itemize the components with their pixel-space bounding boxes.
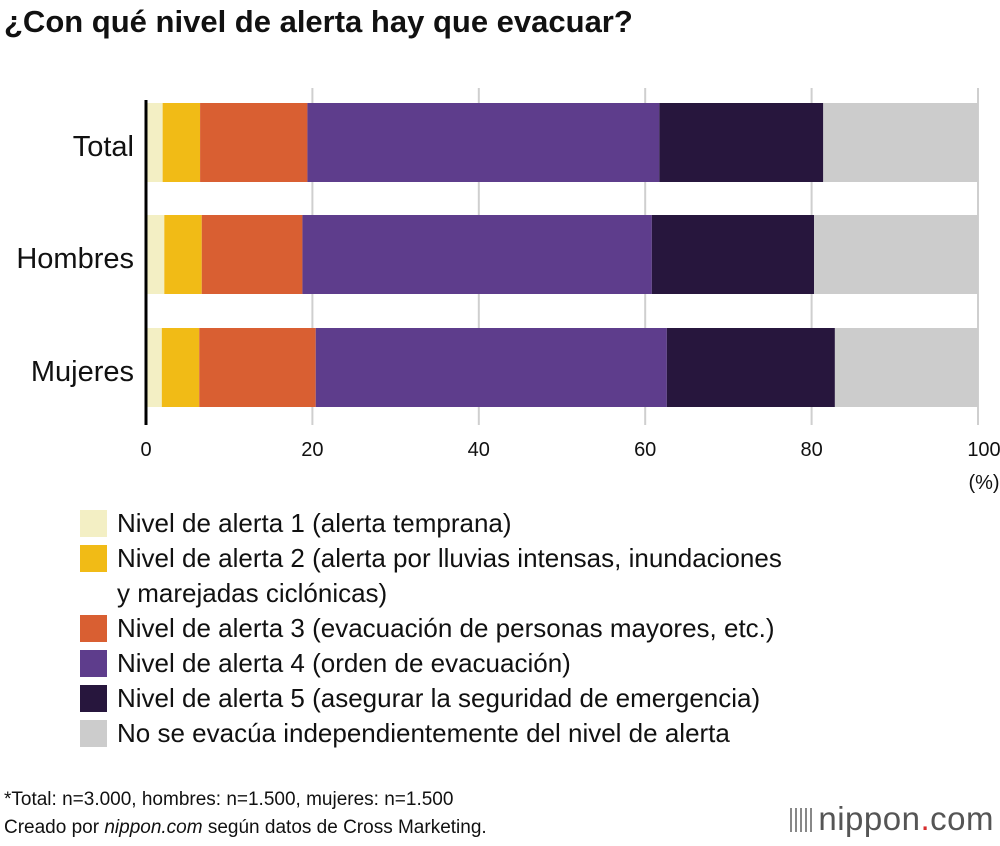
bar-segment — [199, 328, 316, 407]
source-note: Creado por nippon.com según datos de Cro… — [4, 814, 487, 842]
bar-segment — [834, 328, 978, 407]
legend-item: No se evacúa independientemente del nive… — [80, 716, 782, 751]
x-tick-label: 40 — [468, 439, 490, 461]
bar-segment — [302, 215, 652, 294]
chart-title: ¿Con qué nivel de alerta hay que evacuar… — [4, 4, 633, 39]
legend-label: Nivel de alerta 1 (alerta temprana) — [117, 508, 512, 538]
logo-mark-icon — [790, 808, 813, 832]
legend-item: Nivel de alerta 1 (alerta temprana) — [80, 506, 782, 541]
x-unit-label: (%) — [968, 472, 999, 494]
legend-swatch — [80, 510, 107, 537]
bar-segment — [651, 215, 815, 294]
sample-size-note: *Total: n=3.000, hombres: n=1.500, mujer… — [4, 789, 454, 810]
x-tick-label: 60 — [634, 439, 656, 461]
category-label: Hombres — [16, 243, 134, 275]
footnote: *Total: n=3.000, hombres: n=1.500, mujer… — [4, 786, 487, 842]
legend-item: Nivel de alerta 5 (asegurar la seguridad… — [80, 681, 782, 716]
bar-segment — [200, 103, 308, 182]
bar-segment — [162, 103, 201, 182]
bar-segment — [146, 103, 163, 182]
stacked-bar-chart: 0 20 40 60 80 100 (%) Total Hombres Mujeres — [16, 88, 1000, 494]
legend-item: Nivel de alerta 4 (orden de evacuación) — [80, 646, 782, 681]
bar-segment — [315, 328, 667, 407]
legend: Nivel de alerta 1 (alerta temprana) Nivel… — [80, 506, 782, 751]
bar-segment — [814, 215, 978, 294]
category-label: Mujeres — [31, 356, 134, 388]
legend-label: Nivel de alerta 5 (asegurar la seguridad… — [117, 683, 761, 713]
logo-text-com: com — [930, 800, 994, 837]
legend-swatch — [80, 685, 107, 712]
bar-segment — [823, 103, 978, 182]
legend-swatch — [80, 650, 107, 677]
x-tick-label: 20 — [301, 439, 323, 461]
bar-segment — [164, 215, 202, 294]
legend-label: No se evacúa independientemente del nive… — [117, 718, 730, 748]
source-suffix: según datos de Cross Marketing. — [202, 817, 487, 838]
x-tick-label: 0 — [140, 439, 151, 461]
legend-swatch — [80, 545, 107, 572]
legend-swatch — [80, 720, 107, 747]
logo-text: nippon — [818, 800, 921, 837]
x-tick-label: 80 — [800, 439, 822, 461]
bar-segment — [307, 103, 660, 182]
x-tick-label: 100 — [967, 439, 1000, 461]
source-prefix: Creado por — [4, 817, 105, 838]
legend-item: Nivel de alerta 3 (evacuación de persona… — [80, 611, 782, 646]
bar-segment — [146, 328, 162, 407]
legend-label: Nivel de alerta 2 (alerta por lluvias in… — [117, 543, 782, 608]
legend-swatch — [80, 615, 107, 642]
bar-segment — [161, 328, 200, 407]
category-label: Total — [73, 131, 134, 163]
nippon-logo: nippon.com — [790, 800, 994, 838]
bar-segment — [201, 215, 303, 294]
bar-segment — [659, 103, 824, 182]
legend-label: Nivel de alerta 3 (evacuación de persona… — [117, 613, 775, 643]
logo-dot: . — [920, 800, 931, 837]
source-site: nippon.com — [104, 817, 203, 838]
bar-segment — [666, 328, 835, 407]
legend-item: Nivel de alerta 2 (alerta por lluvias in… — [80, 541, 782, 611]
legend-label: Nivel de alerta 4 (orden de evacuación) — [117, 648, 571, 678]
bar-segment — [146, 215, 165, 294]
